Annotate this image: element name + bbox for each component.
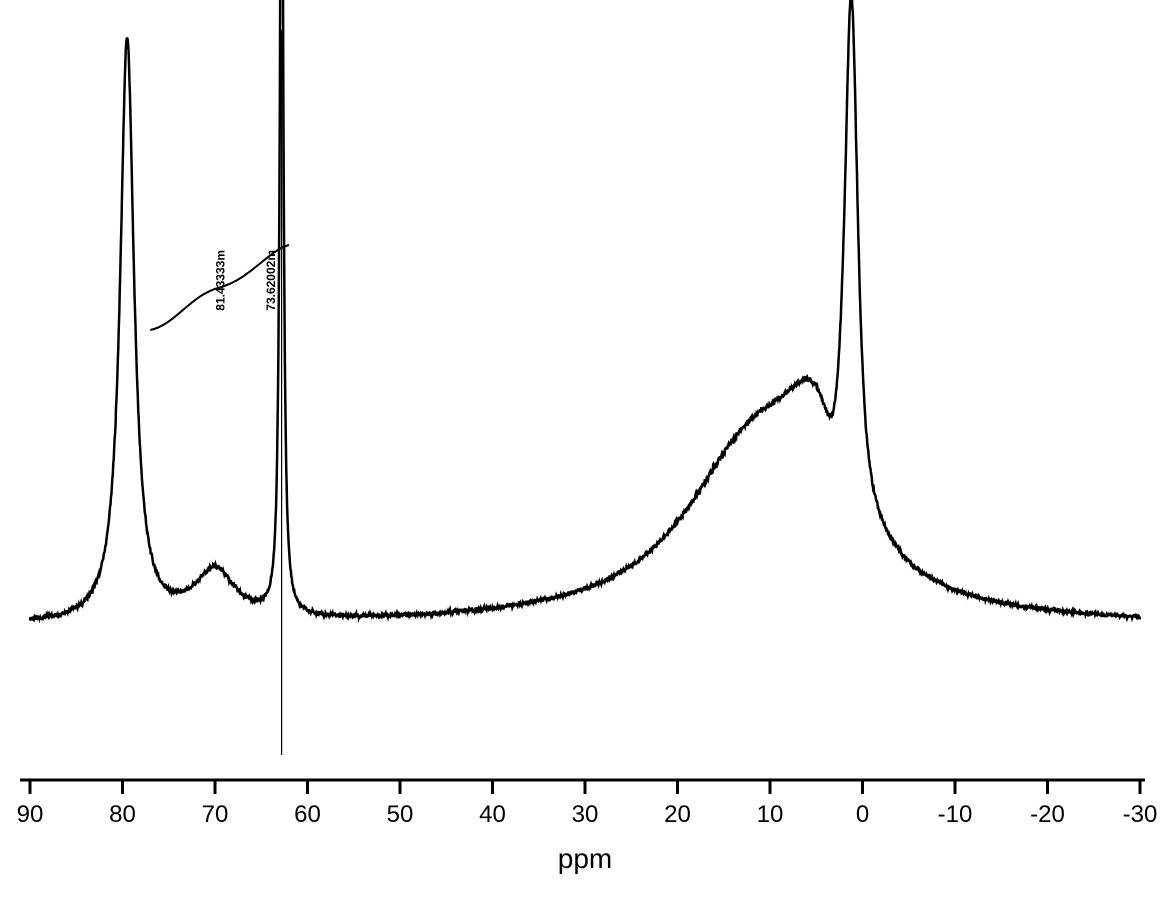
x-tick-label: 30 xyxy=(572,801,599,828)
x-tick-label: 40 xyxy=(479,801,506,828)
x-tick-label: 70 xyxy=(202,801,229,828)
x-tick-label: -10 xyxy=(938,801,973,828)
x-tick-label: -20 xyxy=(1030,801,1065,828)
x-axis-label: ppm xyxy=(558,843,612,874)
peak-label: 73.62002m xyxy=(264,250,278,311)
x-tick-label: 80 xyxy=(109,801,136,828)
x-tick-label: 10 xyxy=(757,801,784,828)
x-tick-label: 0 xyxy=(856,801,869,828)
x-tick-label: -30 xyxy=(1123,801,1158,828)
x-tick-label: 60 xyxy=(294,801,321,828)
nmr-spectrum-chart: 81.43333m 73.62002m 90 80 70 60 50 40 30 20 10 0 -10… xyxy=(0,0,1163,909)
x-tick-label: 50 xyxy=(387,801,414,828)
x-tick-label: 20 xyxy=(664,801,691,828)
peak-label: 81.43333m xyxy=(213,250,227,311)
x-tick-label: 90 xyxy=(17,801,44,828)
